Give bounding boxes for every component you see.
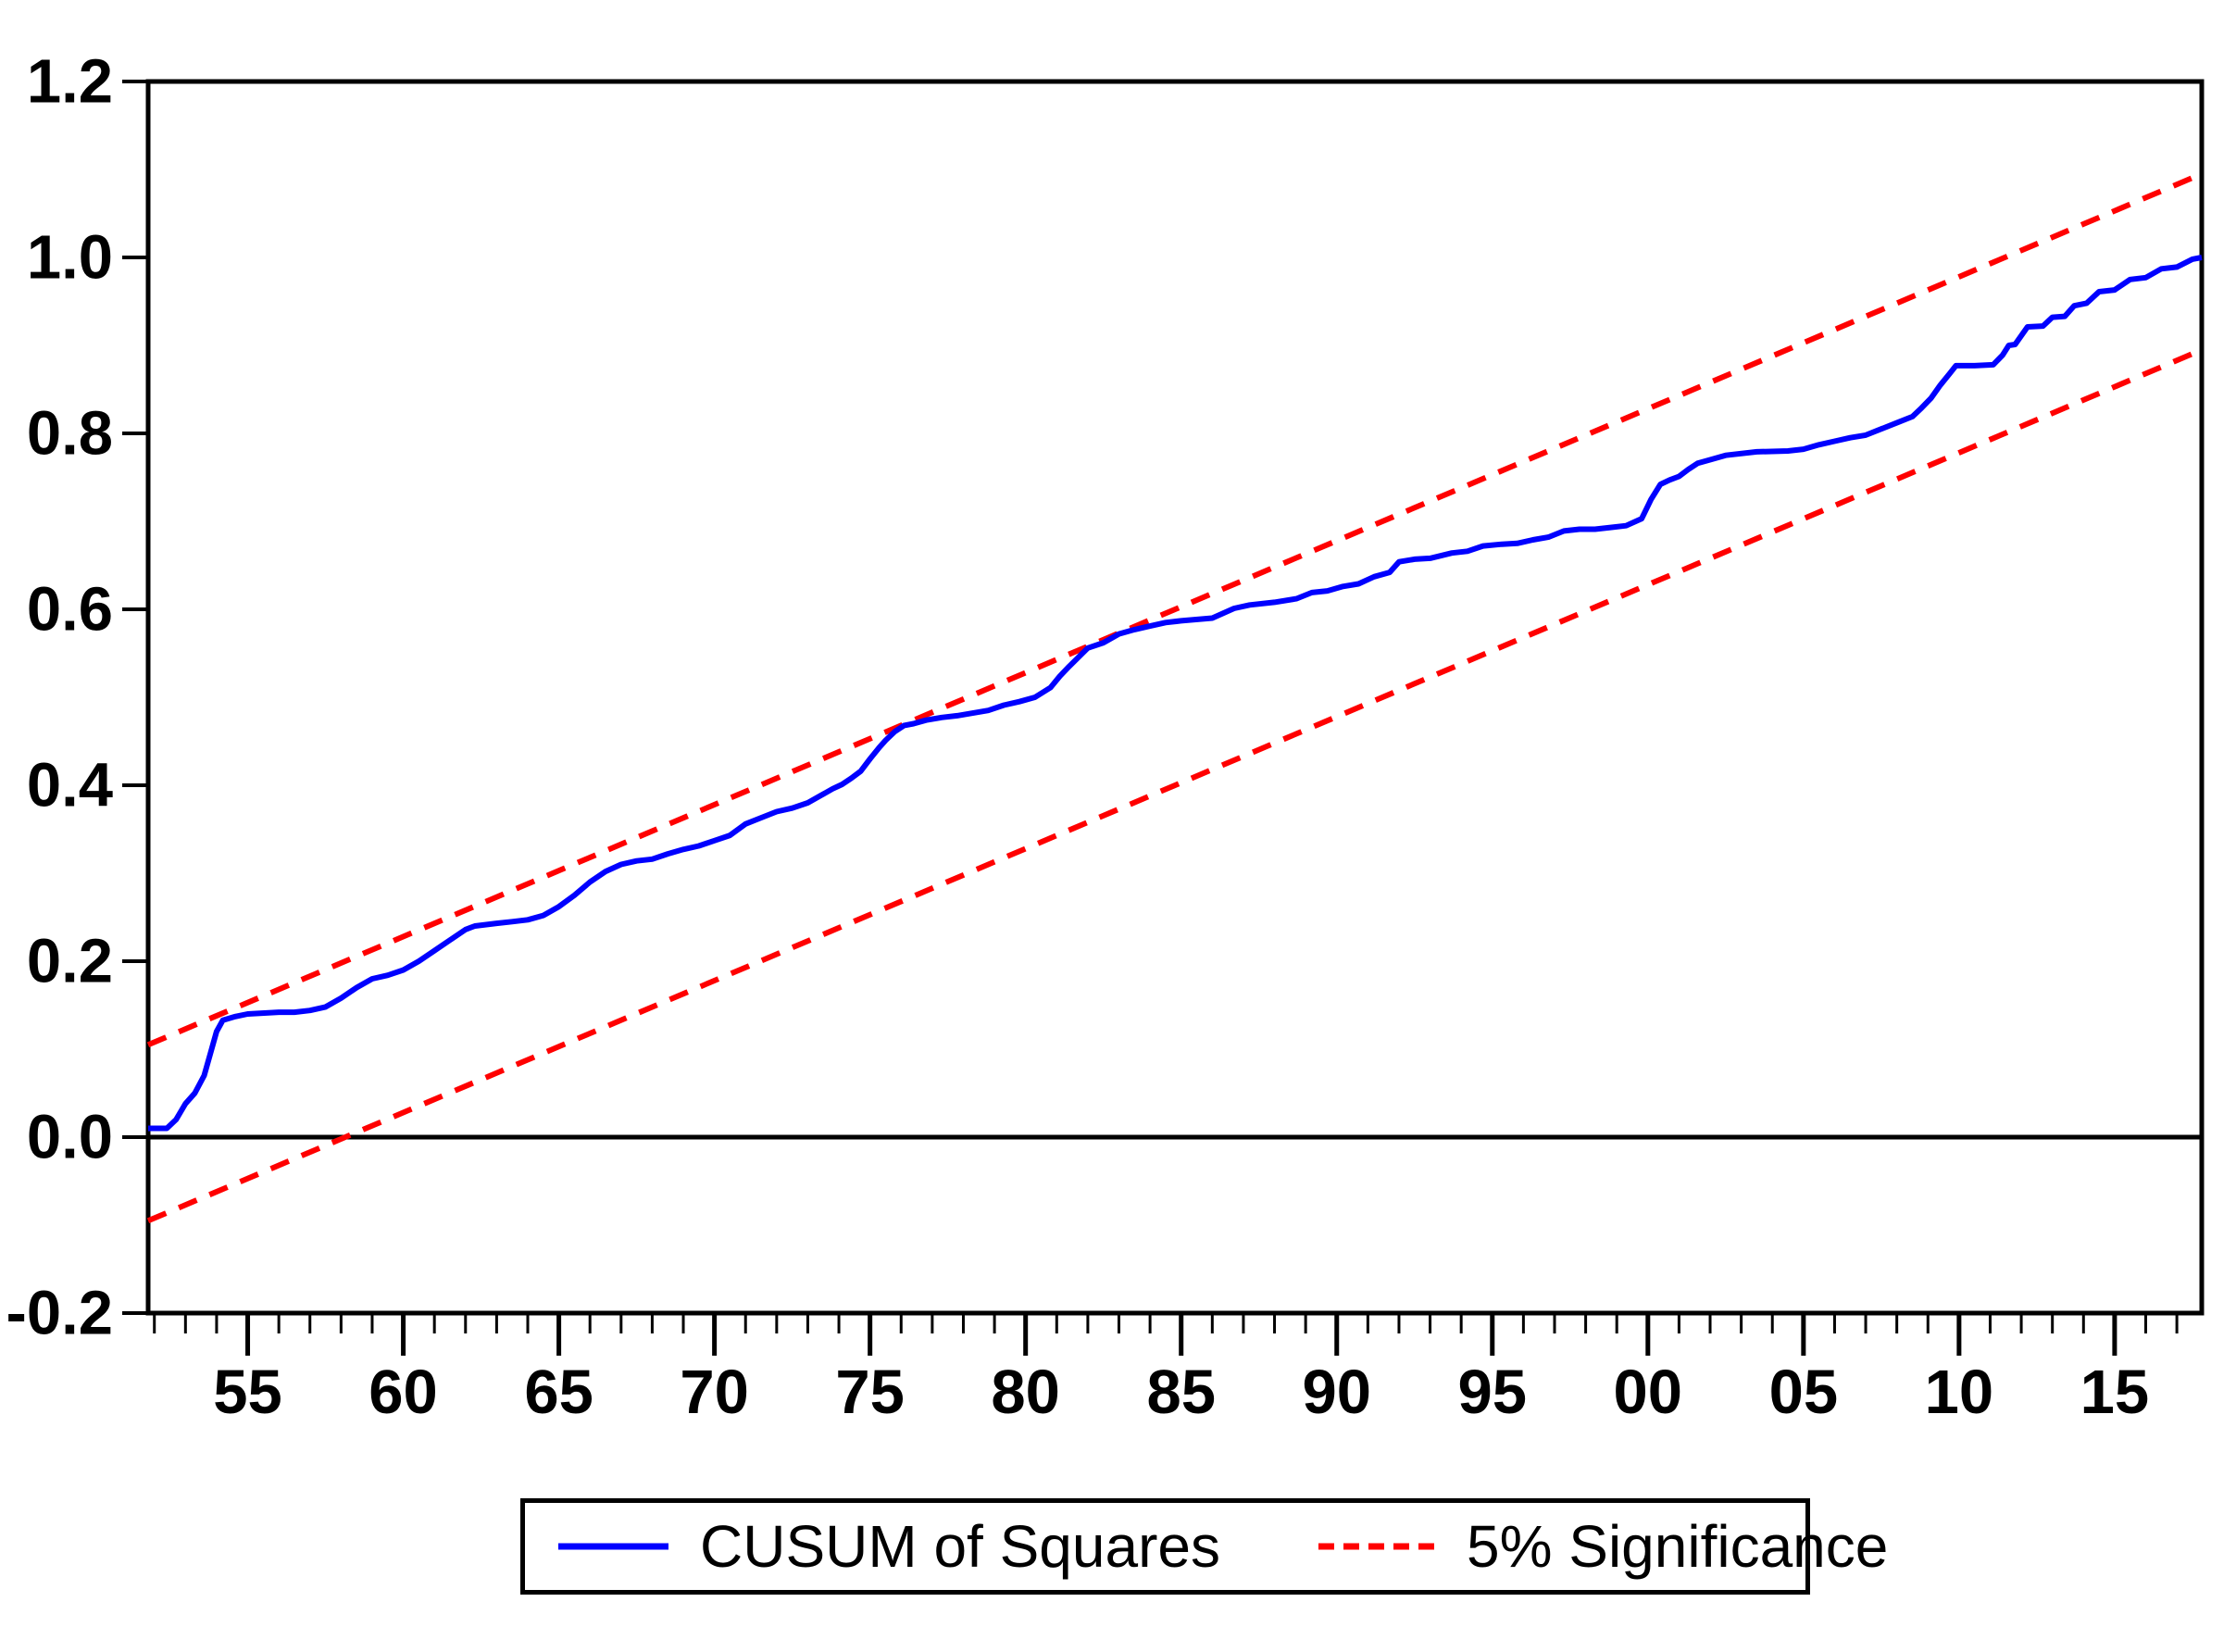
x-axis-tick-label: 05 [1769, 1358, 1839, 1427]
legend-label-cusum: CUSUM of Squares [700, 1513, 1220, 1580]
y-axis-tick-label: 0.8 [27, 399, 113, 469]
y-axis-tick-label: 0.2 [27, 927, 113, 996]
x-axis-tick-label: 95 [1458, 1358, 1528, 1427]
x-axis-tick-label: 70 [680, 1358, 749, 1427]
x-axis-tick-label: 75 [835, 1358, 905, 1427]
x-axis-tick-label: 80 [991, 1358, 1060, 1427]
plot-frame [145, 79, 2205, 1316]
legend-cusum-line-sample [558, 1543, 668, 1550]
x-axis-tick-label: 85 [1146, 1358, 1216, 1427]
y-axis-tick-label: 0.6 [27, 575, 113, 645]
x-axis-tick-label: 65 [524, 1358, 593, 1427]
chart-legend: CUSUM of Squares 5% Significance [520, 1498, 1888, 1595]
x-axis-tick-label: 90 [1302, 1358, 1371, 1427]
y-axis-tick-label: 1.2 [27, 47, 113, 117]
x-axis-tick-label: 15 [2080, 1358, 2150, 1427]
y-axis-tick-label: 0.4 [27, 751, 113, 820]
significance-lower-line [146, 347, 2204, 1224]
legend-label-significance: 5% Significance [1466, 1513, 1889, 1580]
x-axis-tick-label: 60 [369, 1358, 438, 1427]
cusum-of-squares-line [148, 255, 2203, 1132]
x-axis-tick-label: 10 [1925, 1358, 1994, 1427]
legend-significance-line-sample [1318, 1543, 1435, 1550]
y-axis-tick-label: -0.2 [6, 1279, 113, 1348]
x-axis-tick-label: 00 [1614, 1358, 1683, 1427]
y-axis-tick-label: 0.0 [27, 1103, 113, 1172]
x-axis-tick-label: 55 [213, 1358, 282, 1427]
y-axis-tick-label: 1.0 [27, 223, 113, 293]
significance-upper-line [146, 171, 2204, 1048]
